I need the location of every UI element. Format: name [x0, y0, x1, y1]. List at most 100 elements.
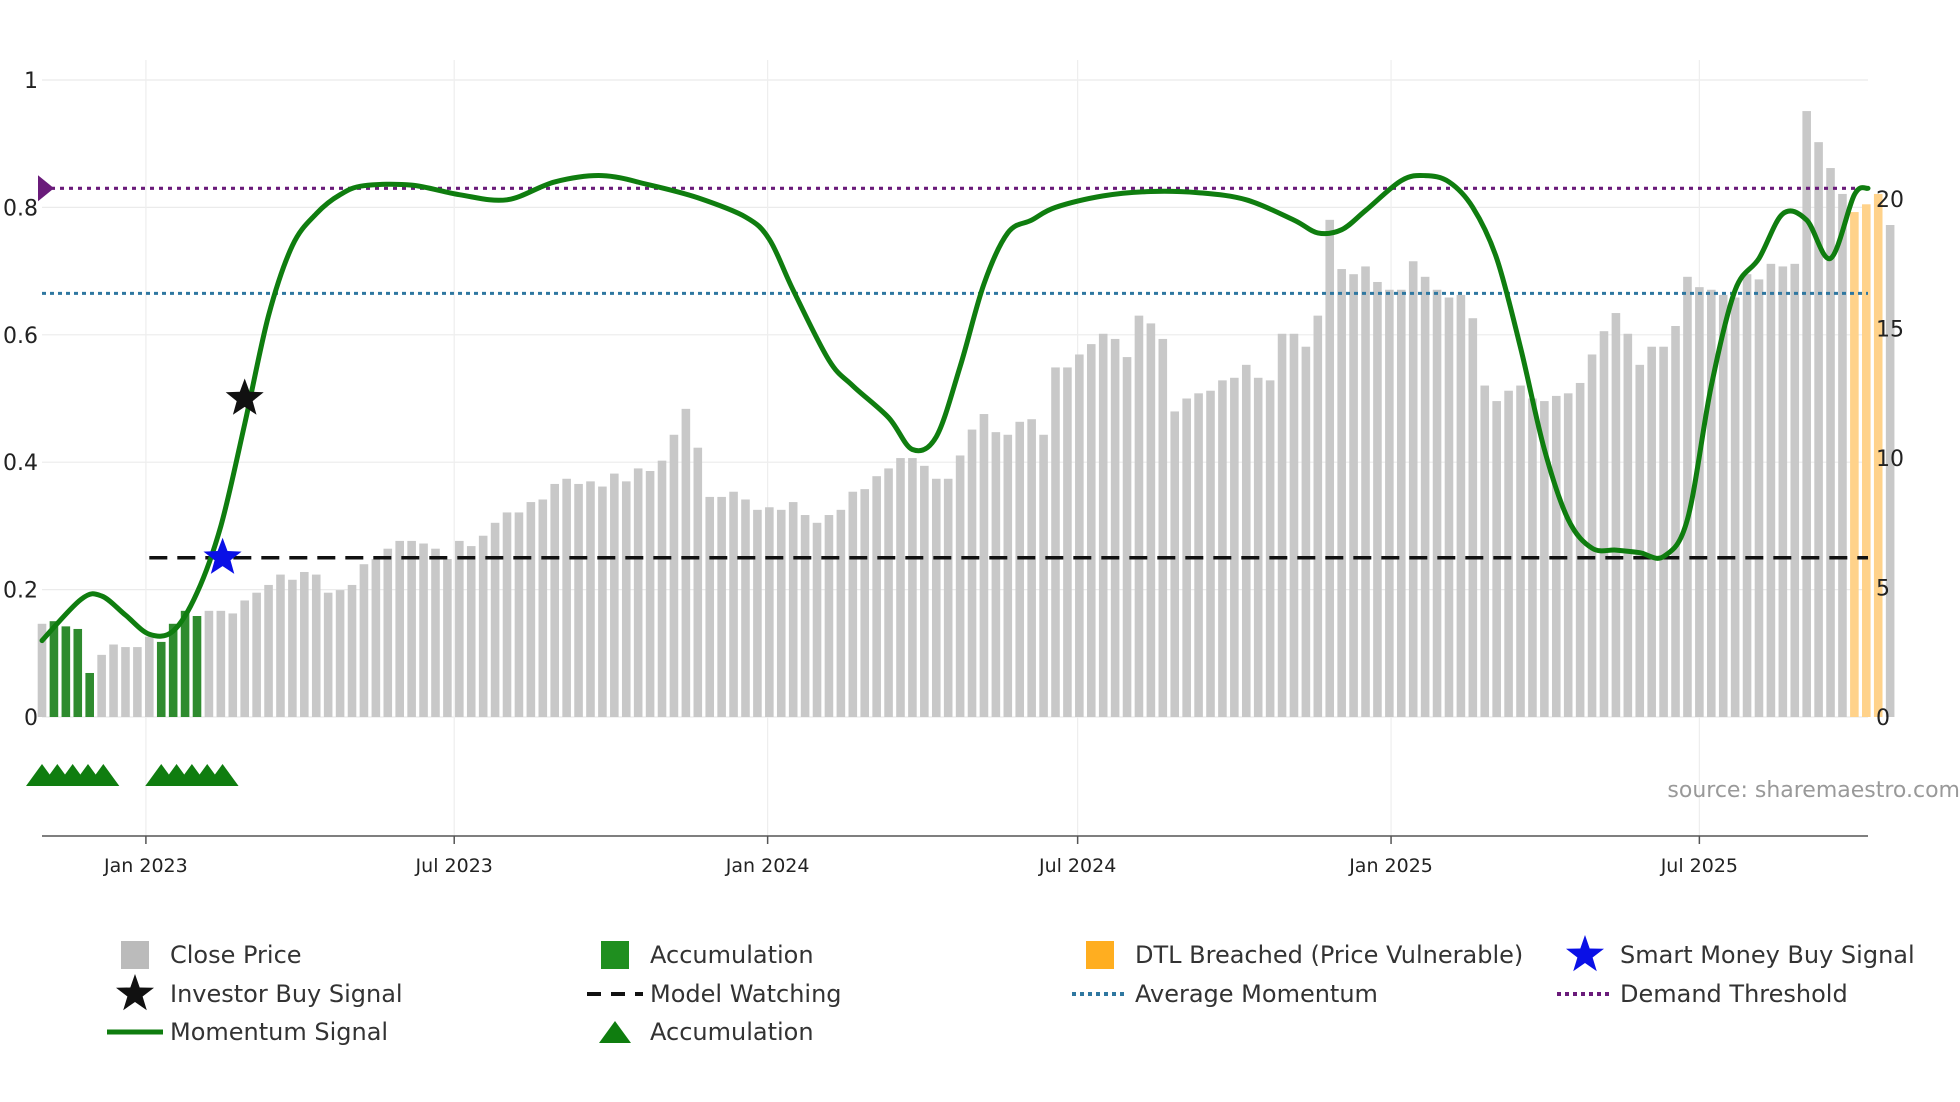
close-price-bar — [645, 471, 655, 717]
accumulation-triangle-icon — [206, 764, 239, 786]
close-price-bar — [133, 647, 142, 717]
close-price-bar — [300, 571, 309, 717]
close-price-bar — [693, 447, 703, 717]
close-price-bar — [860, 489, 870, 717]
close-price-bar — [1420, 276, 1430, 717]
close-price-bar — [657, 460, 667, 717]
close-price-bar — [812, 522, 822, 717]
close-price-bar — [681, 408, 691, 717]
close-price-bar — [1599, 331, 1609, 717]
close-price-bar — [991, 432, 1001, 717]
close-price-bar — [538, 499, 548, 717]
close-price-bar — [562, 478, 571, 717]
dtl-breached-bar — [1862, 204, 1871, 718]
right-y-tick-label: 20 — [1876, 188, 1904, 213]
close-price-bar — [1659, 346, 1668, 717]
left-y-tick-label: 0.8 — [3, 196, 38, 221]
close-price-bar — [1051, 367, 1060, 717]
x-tick-label: Jul 2023 — [415, 855, 493, 877]
close-price-bar — [228, 613, 238, 717]
signal-markers — [26, 378, 264, 786]
close-price-bar — [145, 636, 154, 717]
right-y-tick-label: 0 — [1876, 706, 1890, 731]
close-price-bars — [37, 111, 1895, 718]
close-price-bar — [1563, 393, 1573, 717]
accumulation-bar — [73, 628, 83, 717]
close-price-bar — [1218, 380, 1227, 717]
close-price-bar — [1075, 354, 1084, 717]
close-price-bar — [1373, 281, 1382, 717]
close-price-bar — [1325, 219, 1335, 717]
close-price-bar — [1766, 263, 1776, 717]
investor-buy-star-icon — [225, 378, 264, 415]
close-price-bar — [1468, 318, 1478, 717]
close-price-bar — [1170, 411, 1180, 717]
close-price-bar — [1480, 385, 1490, 717]
close-price-bar — [347, 584, 357, 717]
close-price-bar — [776, 509, 786, 717]
close-price-bar — [741, 499, 750, 717]
close-price-bar — [37, 623, 47, 717]
close-price-bar — [1086, 344, 1096, 717]
close-price-bar — [252, 592, 261, 717]
x-tick-label: Jan 2024 — [725, 855, 810, 877]
accumulation-bar — [61, 626, 71, 717]
accumulation-bar — [85, 672, 94, 717]
close-price-bar — [1396, 289, 1406, 717]
close-price-bar — [1230, 377, 1239, 717]
close-price-bar — [1623, 333, 1633, 717]
close-price-bar — [1838, 193, 1847, 718]
demand-threshold-marker — [38, 175, 54, 202]
close-price-bar — [1611, 313, 1621, 717]
close-price-bar — [765, 507, 774, 717]
close-price-bar — [848, 491, 858, 717]
close-price-bar — [574, 483, 583, 717]
close-price-bar — [395, 540, 404, 717]
left-y-tick-label: 0.4 — [3, 451, 38, 476]
close-price-bar — [1003, 434, 1013, 717]
close-price-bar — [276, 574, 285, 717]
close-price-bar — [204, 610, 214, 717]
close-price-bar — [407, 540, 416, 717]
dtl-breached-bar — [1873, 193, 1883, 718]
momentum-signal-layer — [39, 172, 1871, 644]
close-price-bar — [1671, 325, 1680, 717]
close-price-bar — [1778, 266, 1788, 717]
close-price-bar — [717, 496, 726, 717]
smart-money-buy-star-icon — [203, 537, 242, 574]
close-price-bar — [121, 647, 130, 717]
close-price-bar — [1015, 421, 1025, 717]
close-price-bar — [1253, 377, 1263, 717]
left-y-tick-label: 0.2 — [3, 579, 38, 604]
close-price-bar — [1122, 357, 1132, 717]
close-price-bar — [335, 590, 345, 717]
close-price-bar — [1027, 419, 1036, 717]
close-price-bar — [943, 478, 953, 717]
close-price-bar — [1110, 338, 1120, 717]
close-price-bar — [359, 564, 369, 717]
close-price-bar — [1313, 315, 1323, 717]
close-price-bar — [1504, 390, 1513, 717]
close-price-bar — [1587, 354, 1597, 717]
close-price-bar — [1098, 333, 1108, 717]
left-y-tick-label: 1 — [24, 69, 38, 94]
close-price-bar — [526, 502, 536, 717]
close-price-bar — [610, 473, 619, 717]
close-price-bar — [1432, 289, 1442, 717]
close-price-bar — [1814, 142, 1823, 717]
close-price-bar — [1516, 385, 1525, 717]
accumulation-bar — [180, 610, 190, 717]
close-price-bar — [1408, 261, 1418, 717]
close-price-bar — [1146, 323, 1156, 717]
accumulation-bar — [168, 623, 178, 717]
close-price-bar — [383, 548, 393, 717]
close-price-bar — [598, 486, 607, 717]
close-price-bar — [1683, 276, 1692, 717]
source-label: source: sharemaestro.com — [1667, 778, 1960, 803]
close-price-bar — [788, 502, 798, 717]
close-price-bar — [1337, 269, 1346, 717]
axes: Jan 2023 Jul 2023 Jan 2024 Jul 2024 Jan 2025… — [3, 69, 1904, 877]
close-price-bar — [669, 434, 679, 717]
accumulation-triangle-icon — [87, 764, 120, 786]
